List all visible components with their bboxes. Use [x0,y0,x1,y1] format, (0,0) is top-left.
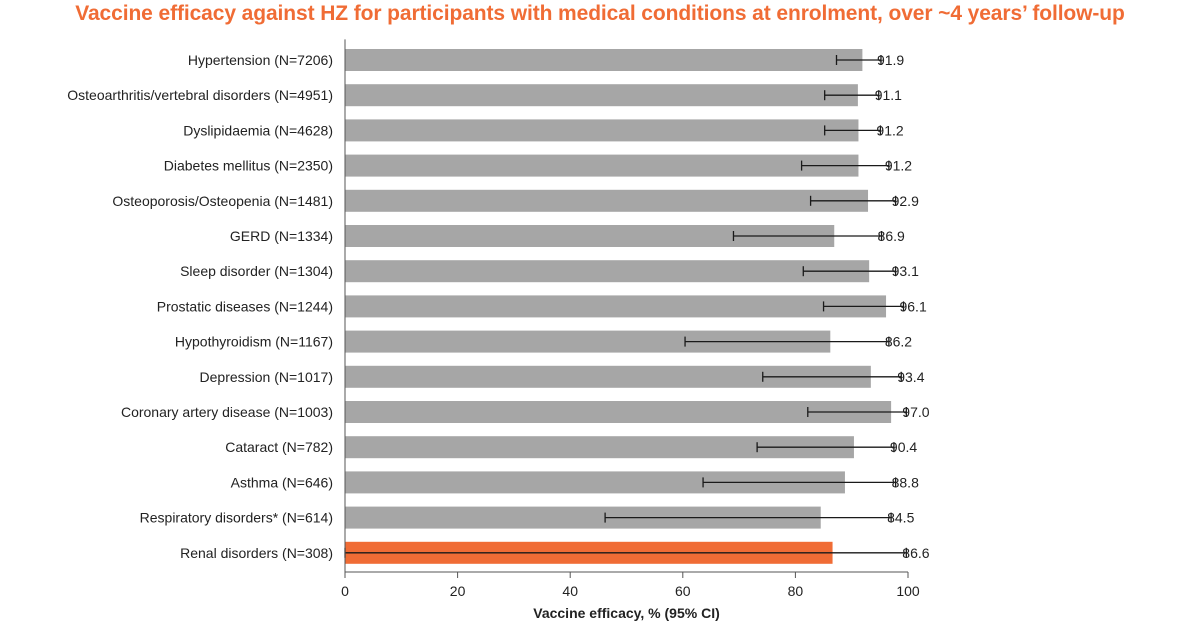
error-bars-layer [344,55,907,558]
bar [345,84,858,107]
bars-layer [345,49,892,564]
bar [345,119,859,142]
error-bar [835,55,882,65]
value-label: 91.1 [875,87,902,103]
error-bar [824,90,880,101]
category-label: Hypothyroidism (N=1167) [175,334,333,350]
bar [345,295,887,318]
category-label: Depression (N=1017) [200,369,333,385]
value-label: 91.2 [885,158,912,174]
error-bar [824,125,882,136]
error-bar [802,266,897,277]
bar [345,189,869,212]
bar [345,471,845,494]
value-label: 93.1 [892,263,919,279]
x-tick-label: 20 [450,583,466,599]
value-label: 86.6 [902,545,929,561]
x-tick-label: 60 [675,583,691,599]
category-label: Cataract (N=782) [225,439,333,455]
bar [345,154,859,177]
bar [345,436,854,459]
bar [345,330,831,353]
category-label: Respiratory disorders* (N=614) [140,510,333,526]
error-bar [684,336,890,347]
bar [345,225,835,247]
category-label: Asthma (N=646) [231,474,333,490]
category-label: Diabetes mellitus (N=2350) [164,158,333,174]
x-tick-label: 100 [896,583,920,599]
value-label: 91.9 [877,52,904,68]
bar [345,506,821,529]
value-label: 86.2 [885,334,912,350]
bar [345,260,870,283]
bar [345,365,871,388]
value-label: 97.0 [902,404,929,420]
labels-layer: Hypertension (N=7206) 91.9 Osteoarthritis/… [67,52,930,561]
value-label: 88.8 [892,474,919,490]
error-bar [732,231,883,241]
x-tick-label: 40 [562,583,578,599]
value-label: 90.4 [890,439,917,455]
error-bar [702,477,897,488]
category-label: Hypertension (N=7206) [188,52,333,68]
error-bar [762,371,902,382]
category-label: Osteoarthritis/vertebral disorders (N=49… [67,87,333,103]
bar [345,49,863,71]
category-label: Sleep disorder (N=1304) [180,263,333,279]
chart-title: Vaccine efficacy against HZ for particip… [75,2,1125,25]
x-axis: 0 20 40 60 80 100 Vaccine efficacy, % (95% CI) [341,39,920,621]
value-label: 91.2 [876,122,903,138]
value-label: 86.9 [878,228,905,244]
value-label: 92.9 [892,193,919,209]
category-label: Osteoporosis/Osteopenia (N=1481) [112,193,333,209]
category-label: Coronary artery disease (N=1003) [121,404,333,420]
error-bar [800,160,890,171]
x-tick-label: 80 [788,583,804,599]
error-bar [604,512,892,523]
value-label: 84.5 [887,510,914,526]
category-label: Renal disorders (N=308) [180,545,333,561]
error-bar [756,442,895,453]
value-label: 96.1 [899,298,926,314]
category-label: GERD (N=1334) [230,228,333,244]
bar [345,401,892,423]
error-bar [807,407,907,417]
category-label: Dyslipidaemia (N=4628) [183,122,333,138]
value-label: 93.4 [897,369,924,385]
category-label: Prostatic diseases (N=1244) [157,298,333,314]
x-axis-title: Vaccine efficacy, % (95% CI) [533,605,720,621]
error-bar [822,301,905,312]
error-bar [809,195,897,206]
x-tick-label: 0 [341,583,349,599]
